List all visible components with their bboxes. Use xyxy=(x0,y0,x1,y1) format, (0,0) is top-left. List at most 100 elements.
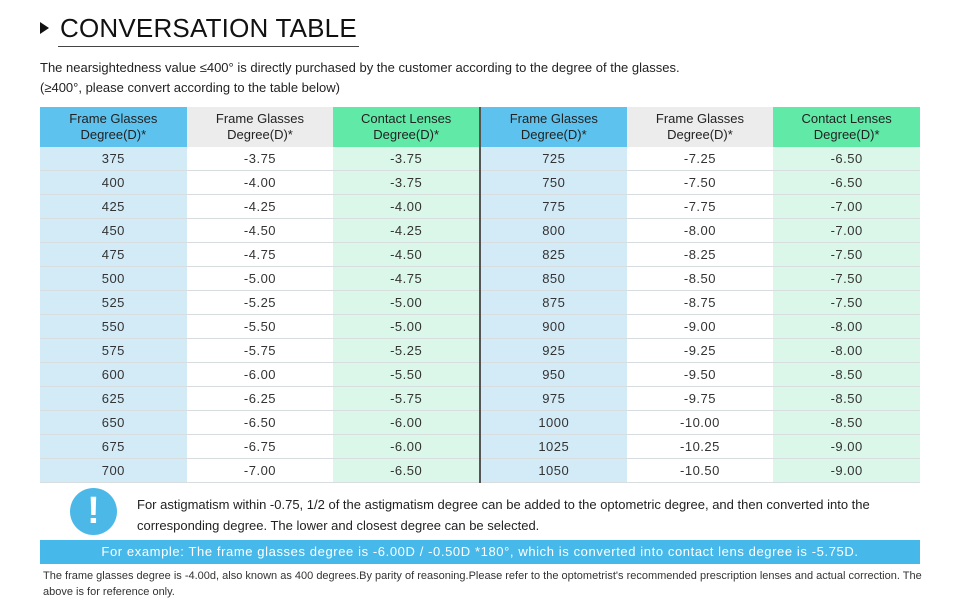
header-line: Degree(D)* xyxy=(520,127,587,142)
header-contact-right: Contact Lenses Degree(D)* xyxy=(773,107,920,147)
header-line: Frame Glasses xyxy=(69,111,158,126)
table-row: 675 -6.75 -6.00 1025 -10.25 -9.00 xyxy=(40,434,920,459)
cell-contact-diopter: -3.75 xyxy=(333,147,480,171)
cell-contact-diopter: -8.00 xyxy=(773,338,920,363)
cell-frame-degree: 1025 xyxy=(478,434,627,459)
header-line: Degree(D)* xyxy=(373,127,440,142)
table-row: 375 -3.75 -3.75 725 -7.25 -6.50 xyxy=(40,147,920,171)
cell-frame-diopter: -8.75 xyxy=(626,290,774,315)
cell-frame-diopter: -10.50 xyxy=(626,458,774,483)
cell-frame-degree: 400 xyxy=(40,170,187,195)
table-row: 600 -6.00 -5.50 950 -9.50 -8.50 xyxy=(40,362,920,387)
cell-frame-diopter: -9.25 xyxy=(626,338,774,363)
footnote: The frame glasses degree is -4.00d, also… xyxy=(43,570,922,598)
table-header-row: Frame Glasses Degree(D)* Frame Glasses D… xyxy=(40,107,920,147)
cell-frame-diopter: -4.00 xyxy=(186,170,334,195)
exclamation-icon: ! xyxy=(70,488,117,535)
cell-frame-degree: 1050 xyxy=(478,458,627,483)
cell-contact-diopter: -5.50 xyxy=(333,362,480,387)
astigmatism-note: For astigmatism within -0.75, 1/2 of the… xyxy=(137,497,870,533)
cell-contact-diopter: -7.00 xyxy=(773,218,920,243)
cell-frame-degree: 1000 xyxy=(478,410,627,435)
cell-frame-diopter: -8.25 xyxy=(626,242,774,267)
cell-contact-diopter: -5.00 xyxy=(333,314,480,339)
cell-contact-diopter: -9.00 xyxy=(773,434,920,459)
conversion-table: Frame Glasses Degree(D)* Frame Glasses D… xyxy=(40,107,920,483)
cell-contact-diopter: -6.50 xyxy=(333,458,480,483)
header-line: Degree(D)* xyxy=(80,127,147,142)
cell-frame-degree: 925 xyxy=(478,338,627,363)
intro-text: The nearsightedness value ≤400° is direc… xyxy=(40,58,680,98)
cell-frame-degree: 450 xyxy=(40,218,187,243)
triangle-bullet-icon xyxy=(40,22,49,34)
cell-frame-diopter: -10.25 xyxy=(626,434,774,459)
cell-frame-degree: 525 xyxy=(40,290,187,315)
header-line: Degree(D)* xyxy=(813,127,880,142)
cell-contact-diopter: -3.75 xyxy=(333,170,480,195)
cell-frame-degree: 750 xyxy=(478,170,627,195)
cell-contact-diopter: -7.00 xyxy=(773,194,920,219)
cell-frame-diopter: -9.75 xyxy=(626,386,774,411)
cell-frame-diopter: -9.50 xyxy=(626,362,774,387)
cell-frame-degree: 575 xyxy=(40,338,187,363)
cell-frame-degree: 375 xyxy=(40,147,187,171)
header-frame-diopter-left: Frame Glasses Degree(D)* xyxy=(186,107,334,147)
table-row: 650 -6.50 -6.00 1000 -10.00 -8.50 xyxy=(40,410,920,435)
cell-frame-degree: 500 xyxy=(40,266,187,291)
example-banner: For example: The frame glasses degree is… xyxy=(40,540,920,564)
cell-frame-diopter: -6.50 xyxy=(186,410,334,435)
header-line: Contact Lenses xyxy=(801,111,892,126)
cell-frame-diopter: -5.75 xyxy=(186,338,334,363)
cell-contact-diopter: -8.50 xyxy=(773,386,920,411)
cell-frame-diopter: -6.25 xyxy=(186,386,334,411)
table-row: 450 -4.50 -4.25 800 -8.00 -7.00 xyxy=(40,218,920,243)
cell-contact-diopter: -4.50 xyxy=(333,242,480,267)
table-row: 525 -5.25 -5.00 875 -8.75 -7.50 xyxy=(40,290,920,315)
table-row: 475 -4.75 -4.50 825 -8.25 -7.50 xyxy=(40,242,920,267)
header-line: Degree(D)* xyxy=(667,127,733,142)
cell-contact-diopter: -6.00 xyxy=(333,410,480,435)
cell-contact-diopter: -9.00 xyxy=(773,458,920,483)
cell-frame-diopter: -7.25 xyxy=(626,147,774,171)
cell-frame-diopter: -5.00 xyxy=(186,266,334,291)
cell-frame-degree: 975 xyxy=(478,386,627,411)
cell-frame-diopter: -4.50 xyxy=(186,218,334,243)
cell-frame-degree: 950 xyxy=(478,362,627,387)
table-row: 625 -6.25 -5.75 975 -9.75 -8.50 xyxy=(40,386,920,411)
header-line: Degree(D)* xyxy=(227,127,293,142)
cell-frame-diopter: -5.50 xyxy=(186,314,334,339)
header-frame-degree-left: Frame Glasses Degree(D)* xyxy=(40,107,187,147)
cell-contact-diopter: -5.75 xyxy=(333,386,480,411)
header-contact-left: Contact Lenses Degree(D)* xyxy=(333,107,480,147)
cell-frame-diopter: -7.00 xyxy=(186,458,334,483)
cell-frame-degree: 675 xyxy=(40,434,187,459)
cell-contact-diopter: -8.50 xyxy=(773,362,920,387)
intro-line-1: The nearsightedness value ≤400° is direc… xyxy=(40,60,680,75)
cell-contact-diopter: -7.50 xyxy=(773,290,920,315)
cell-contact-diopter: -6.50 xyxy=(773,170,920,195)
cell-contact-diopter: -8.00 xyxy=(773,314,920,339)
cell-frame-diopter: -5.25 xyxy=(186,290,334,315)
cell-contact-diopter: -4.00 xyxy=(333,194,480,219)
cell-frame-degree: 800 xyxy=(478,218,627,243)
cell-frame-degree: 725 xyxy=(478,147,627,171)
cell-frame-diopter: -9.00 xyxy=(626,314,774,339)
table-row: 700 -7.00 -6.50 1050 -10.50 -9.00 xyxy=(40,458,920,483)
cell-frame-diopter: -10.00 xyxy=(626,410,774,435)
cell-frame-diopter: -8.50 xyxy=(626,266,774,291)
table-row: 400 -4.00 -3.75 750 -7.50 -6.50 xyxy=(40,170,920,195)
cell-contact-diopter: -7.50 xyxy=(773,266,920,291)
header-line: Frame Glasses xyxy=(215,111,305,126)
cell-frame-degree: 600 xyxy=(40,362,187,387)
header-line: Frame Glasses xyxy=(509,111,598,126)
table-row: 500 -5.00 -4.75 850 -8.50 -7.50 xyxy=(40,266,920,291)
page-title: CONVERSATION TABLE xyxy=(58,10,359,47)
header-line: Contact Lenses xyxy=(360,111,452,126)
cell-frame-diopter: -3.75 xyxy=(186,147,334,171)
intro-line-2: (≥400°, please convert according to the … xyxy=(40,80,340,95)
cell-contact-diopter: -4.25 xyxy=(333,218,480,243)
cell-frame-degree: 625 xyxy=(40,386,187,411)
cell-contact-diopter: -5.25 xyxy=(333,338,480,363)
cell-frame-degree: 700 xyxy=(40,458,187,483)
cell-frame-degree: 900 xyxy=(478,314,627,339)
